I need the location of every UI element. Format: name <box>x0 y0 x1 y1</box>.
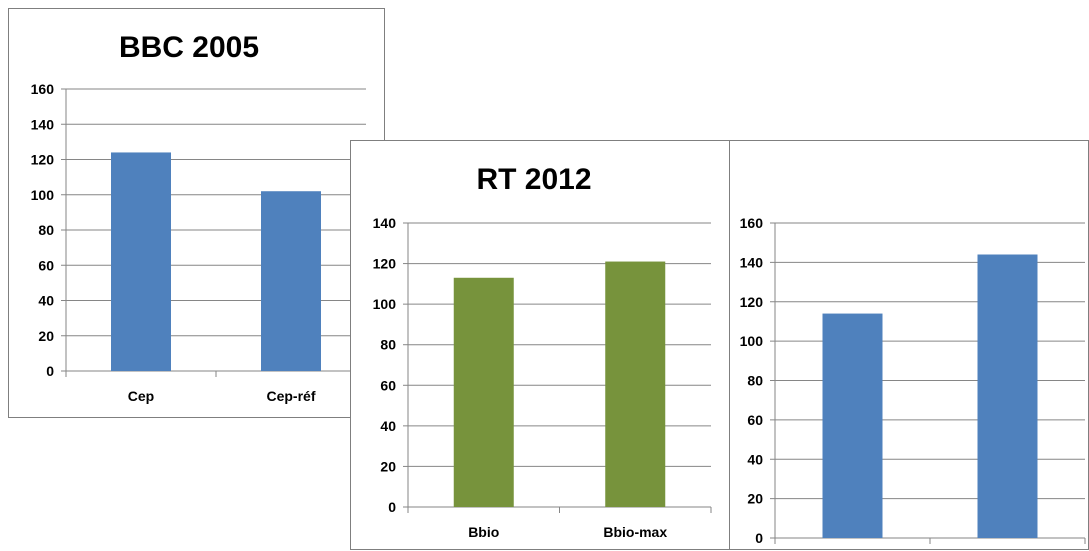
y-tick-label: 140 <box>31 116 55 132</box>
y-tick-label: 40 <box>380 418 396 434</box>
y-tick-label: 140 <box>373 215 397 231</box>
y-tick-label: 120 <box>373 256 397 272</box>
y-tick-label: 160 <box>740 215 764 231</box>
x-category-label: Bbio <box>468 524 499 540</box>
y-tick-label: 100 <box>373 296 397 312</box>
bar-cep-max <box>977 254 1038 538</box>
y-tick-label: 140 <box>740 254 764 270</box>
y-tick-label: 20 <box>38 328 54 344</box>
y-tick-label: 160 <box>31 81 55 97</box>
y-tick-label: 0 <box>388 499 396 515</box>
y-tick-label: 20 <box>747 491 763 507</box>
x-category-label: Cep <box>128 388 154 404</box>
y-tick-label: 60 <box>380 377 396 393</box>
y-tick-label: 120 <box>740 294 764 310</box>
y-tick-label: 80 <box>380 337 396 353</box>
bar-cep-r-f <box>261 191 321 371</box>
y-tick-label: 100 <box>740 333 764 349</box>
chart-title: RT 2012 <box>476 163 591 196</box>
chart-rt-2012: RT 2012 0 20 40 60 80 100 120 140 Bbio Bbio-max <box>350 140 730 550</box>
y-tick-label: 80 <box>747 373 763 389</box>
x-category-label: Bbio-max <box>603 524 667 540</box>
y-tick-label: 60 <box>747 412 763 428</box>
x-category-label: Cep-réf <box>266 388 315 404</box>
y-tick-label: 80 <box>38 222 54 238</box>
chart-title: BBC 2005 <box>119 31 259 64</box>
chart-bbc-2005-svg: BBC 2005 0 20 40 60 80 100 120 140 160 Cep Cep-réf <box>31 31 367 404</box>
bar-cep <box>822 313 883 538</box>
chart-bbc-2005: BBC 2005 0 20 40 60 80 100 120 140 160 Cep Cep-réf <box>8 8 385 418</box>
y-tick-label: 100 <box>31 187 55 203</box>
bar-bbio <box>453 277 514 507</box>
y-tick-label: 40 <box>38 293 54 309</box>
bar-cep <box>111 152 171 371</box>
bar-bbio-max <box>605 261 666 507</box>
y-tick-label: 60 <box>38 257 54 273</box>
y-tick-label: 120 <box>31 152 55 168</box>
y-tick-label: 0 <box>755 530 763 546</box>
chart-rt-2012-svg: RT 2012 0 20 40 60 80 100 120 140 Bbio Bbio-max <box>373 163 712 540</box>
y-tick-label: 0 <box>46 363 54 379</box>
y-tick-label: 40 <box>747 451 763 467</box>
y-tick-label: 20 <box>380 458 396 474</box>
